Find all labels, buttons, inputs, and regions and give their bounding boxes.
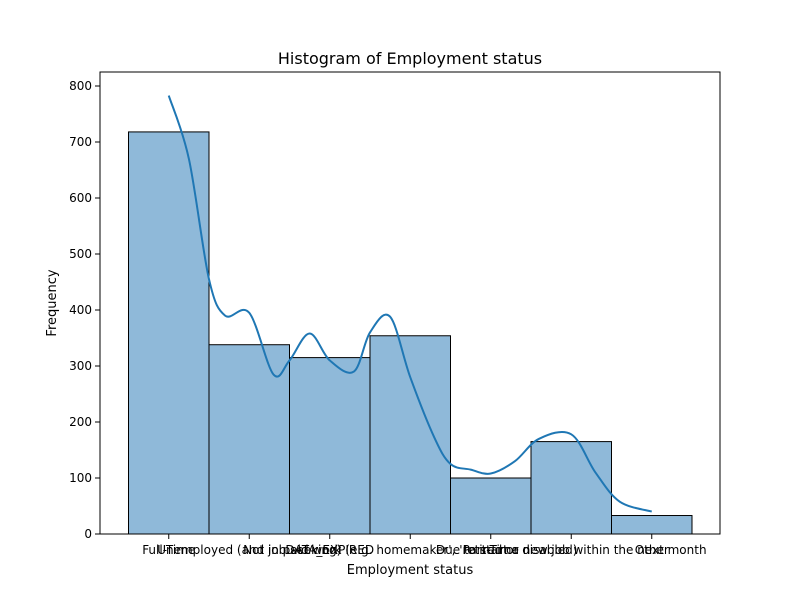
x-tick-label-due-to-start-a-new-job-within-the-next-month: Due to start a new job within the next m…	[436, 543, 707, 557]
chart-title: Histogram of Employment status	[278, 49, 542, 68]
y-tick-label: 400	[69, 303, 92, 317]
kde-layer	[167, 95, 653, 513]
y-tick-label: 100	[69, 471, 92, 485]
x-axis-label: Employment status	[347, 563, 474, 578]
x-tick-label-data-expired: DATA_EXPIRED	[285, 543, 374, 557]
bar-due-to-start-a-new-job-within-the-next-month	[530, 441, 612, 535]
bar-other	[611, 515, 693, 535]
y-tick-label: 700	[69, 135, 92, 149]
bar-not-in-paid-work-e-g-homemaker-retired-or-disabled	[369, 335, 451, 535]
x-tick-label-other: Other	[635, 543, 669, 557]
y-tick-label: 300	[69, 359, 92, 373]
y-tick-label: 600	[69, 191, 92, 205]
bar-data-expired	[289, 357, 371, 535]
y-tick-label: 200	[69, 415, 92, 429]
y-tick-label: 500	[69, 247, 92, 261]
y-axis-label: Frequency	[45, 269, 60, 336]
x-tick-label-part-time: Part-Time	[463, 543, 519, 557]
bar-part-time	[450, 477, 532, 535]
kde-line	[167, 95, 653, 513]
bar-full-time	[128, 131, 210, 535]
y-tick-label: 0	[84, 527, 92, 541]
y-tick-label: 800	[69, 79, 92, 93]
x-tick-label-not-in-paid-work-e-g-homemaker-retired-or-disabled: Not in paid work (e.g. homemaker', 'reti…	[243, 543, 577, 557]
x-tick-label-full-time: Full-Time	[142, 543, 195, 557]
x-tick-label-unemployed-and-job-seeking: Unemployed (and job seeking)	[157, 543, 341, 557]
bar-unemployed-and-job-seeking	[208, 344, 290, 535]
y-axis: 0 100 200 300 400 500 600 700 800	[69, 79, 100, 541]
